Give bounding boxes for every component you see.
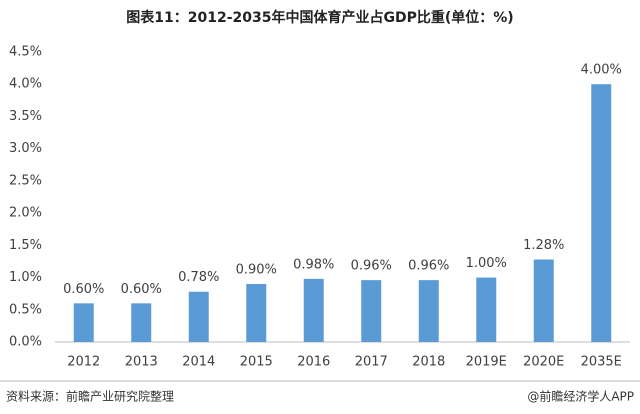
bar xyxy=(131,303,152,342)
bar xyxy=(73,303,94,342)
bar xyxy=(361,280,382,342)
bar xyxy=(418,280,439,342)
x-tick-label: 2018 xyxy=(412,355,445,370)
bar xyxy=(533,259,554,342)
data-label: 0.60% xyxy=(121,282,162,297)
y-tick-label: 2.0% xyxy=(9,206,42,221)
y-tick-label: 3.0% xyxy=(9,141,42,156)
y-tick-label: 1.0% xyxy=(9,270,42,285)
data-label: 1.00% xyxy=(466,256,507,271)
x-tick-label: 2016 xyxy=(297,355,330,370)
bar xyxy=(303,278,324,342)
x-tick-label: 2017 xyxy=(355,355,388,370)
x-tick-label: 2013 xyxy=(125,355,158,370)
y-tick-label: 3.5% xyxy=(9,109,42,124)
y-tick-label: 1.5% xyxy=(9,238,42,253)
bar xyxy=(246,284,267,342)
bar xyxy=(476,277,497,342)
x-tick-label: 2035E xyxy=(581,355,622,370)
data-label: 0.98% xyxy=(293,257,334,272)
data-label: 0.96% xyxy=(408,259,449,274)
data-label: 4.00% xyxy=(581,63,622,78)
y-tick-label: 4.0% xyxy=(9,77,42,92)
y-tick-label: 0.5% xyxy=(9,302,42,317)
x-tick-label: 2012 xyxy=(67,355,100,370)
x-tick-label: 2020E xyxy=(523,355,564,370)
x-tick-label: 2014 xyxy=(182,355,215,370)
credit: @前瞻经济学人APP xyxy=(527,389,634,404)
data-label: 0.90% xyxy=(236,263,277,278)
source: 资料来源：前瞻产业研究院整理 xyxy=(6,389,174,404)
bar xyxy=(591,84,612,342)
bar xyxy=(188,291,209,342)
y-tick-label: 4.5% xyxy=(9,45,42,60)
x-tick-label: 2015 xyxy=(240,355,273,370)
y-tick-label: 0.0% xyxy=(9,335,42,350)
data-label: 1.28% xyxy=(523,238,564,253)
data-label: 0.78% xyxy=(178,270,219,285)
data-label: 0.60% xyxy=(63,282,104,297)
x-tick-label: 2019E xyxy=(466,355,507,370)
y-tick-label: 2.5% xyxy=(9,173,42,188)
data-label: 0.96% xyxy=(351,259,392,274)
chart-title: 图表11：2012-2035年中国体育产业占GDP比重(单位：%) xyxy=(126,9,513,26)
